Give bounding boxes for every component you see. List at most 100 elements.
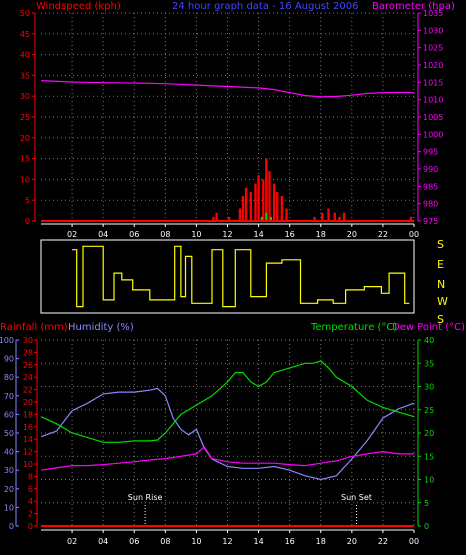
x-axis-tick-label: 06: [129, 537, 139, 546]
compass-label: E: [437, 258, 444, 271]
humidity-axis-tick-label: 100: [0, 336, 14, 345]
right-axis-tick-label: 1025: [423, 44, 443, 53]
humidity-line: [40, 387, 415, 481]
rainfall-axis-tick-label: 6: [28, 485, 33, 494]
humidity-axis-tick-label: 30: [4, 466, 14, 475]
humidity-axis-tick-label: 50: [4, 429, 14, 438]
rainfall-axis-tick-label: 30: [23, 336, 33, 345]
humidity-axis-tick-label: 0: [9, 522, 14, 531]
temp-humidity-panel: 0102030405060708090100024681012141618202…: [0, 336, 434, 546]
compass-label: W: [437, 295, 448, 308]
windspeed-bar: [327, 208, 330, 221]
x-axis-tick-label: 12: [222, 537, 232, 546]
x-axis-tick-label: 20: [347, 537, 357, 546]
windspeed-bar: [262, 179, 265, 221]
windspeed-bar: [212, 216, 215, 221]
barometer-line: [40, 80, 415, 98]
x-axis-tick-label: 18: [316, 230, 326, 239]
x-axis-tick-label: 04: [98, 230, 108, 239]
x-axis-tick-label: 00: [409, 537, 419, 546]
dewpoint-axis-label: Dew Point (°C): [392, 322, 465, 333]
x-axis-tick-label: 02: [67, 537, 77, 546]
x-axis-tick-label: 04: [98, 537, 108, 546]
windspeed-bar: [265, 158, 268, 221]
x-axis-tick-label: 08: [160, 230, 170, 239]
windspeed-bar: [227, 216, 231, 221]
compass-label: N: [437, 278, 445, 291]
temperature-axis-tick-label: 0: [424, 522, 429, 531]
x-axis-tick-label: 08: [160, 537, 170, 546]
windspeed-bar: [321, 212, 324, 221]
rainfall-axis-tick-label: 18: [23, 410, 33, 419]
left-axis-tick-label: 20: [20, 134, 30, 143]
temperature-c-line: [40, 360, 415, 443]
humidity-axis-tick-label: 80: [4, 373, 14, 382]
sunrise-label: Sun Rise: [128, 493, 163, 502]
windspeed-bar: [285, 208, 288, 221]
right-axis-tick-label: 1035: [423, 9, 443, 18]
humidity-axis-tick-label: 10: [4, 503, 14, 512]
x-axis-tick-label: 10: [191, 537, 201, 546]
right-axis-tick-label: 1000: [423, 130, 443, 139]
x-axis-tick-label: 22: [378, 230, 388, 239]
left-axis-tick-label: 15: [20, 155, 30, 164]
windspeed-bar: [268, 171, 271, 221]
windspeed-bar: [249, 191, 253, 221]
rainfall-axis-tick-label: 24: [23, 373, 33, 382]
x-axis-tick-label: 16: [285, 230, 295, 239]
x-axis-tick-label: 18: [316, 537, 326, 546]
x-axis-tick-label: 00: [409, 230, 419, 239]
humidity-axis-tick-label: 40: [4, 448, 14, 457]
rainfall-axis-tick-label: 12: [23, 448, 33, 457]
windspeed-bar: [338, 216, 341, 221]
rainfall-axis-label: Rainfall (mm): [0, 322, 68, 333]
left-axis-tick-label: 45: [20, 30, 30, 39]
left-axis-tick-label: 35: [20, 71, 30, 80]
right-axis-tick-label: 980: [423, 200, 438, 209]
rainfall-axis-tick-label: 28: [23, 348, 33, 357]
right-axis-tick-label: 990: [423, 165, 438, 174]
right-axis-tick-label: 975: [423, 217, 438, 226]
x-axis-tick-label: 14: [253, 537, 263, 546]
temperature-axis-tick-label: 5: [424, 499, 429, 508]
left-axis-tick-label: 40: [20, 51, 30, 60]
humidity-axis-tick-label: 20: [4, 485, 14, 494]
right-axis-tick-label: 995: [423, 148, 438, 157]
windspeed-bar: [313, 216, 316, 221]
left-axis-tick-label: 30: [20, 92, 30, 101]
x-axis-tick-label: 02: [67, 230, 77, 239]
rainfall-axis-tick-label: 2: [28, 510, 33, 519]
temperature-axis-tick-label: 35: [424, 359, 434, 368]
windspeed-bar: [241, 196, 245, 221]
x-axis-tick-label: 20: [347, 230, 357, 239]
rainfall-axis-tick-label: 22: [23, 386, 33, 395]
humidity-axis-label: Humidity (%): [68, 322, 134, 333]
x-axis-tick-label: 12: [222, 230, 232, 239]
left-axis-tick-label: 50: [20, 9, 30, 18]
rainfall-axis-tick-label: 8: [28, 472, 33, 481]
humidity-axis-tick-label: 70: [4, 392, 14, 401]
humidity-axis-tick-label: 60: [4, 410, 14, 419]
rainfall-axis-tick-label: 0: [28, 522, 33, 531]
x-axis-tick-label: 16: [285, 537, 295, 546]
windspeed-bar: [254, 183, 257, 221]
left-axis-tick-label: 5: [25, 196, 30, 205]
windspeed-bar: [409, 216, 413, 221]
left-axis-tick-label: 0: [25, 217, 30, 226]
sunset-label: Sun Set: [341, 493, 372, 502]
temperature-axis-label: Temperature (°C): [310, 322, 397, 333]
rainfall-axis-tick-label: 26: [23, 361, 33, 370]
left-axis-tick-label: 25: [20, 113, 30, 122]
direction-frame: [40, 239, 415, 314]
right-axis-tick-label: 1030: [423, 26, 443, 35]
temperature-axis-tick-label: 40: [424, 336, 434, 345]
barometer-axis-label: Barometer (hpa): [372, 1, 455, 12]
right-axis-tick-label: 1005: [423, 113, 443, 122]
windspeed-green-bar: [265, 212, 268, 221]
temperature-axis-tick-label: 20: [424, 429, 434, 438]
x-axis-tick-label: 06: [129, 230, 139, 239]
windspeed-green-bar: [270, 216, 273, 221]
windspeed-bar: [276, 191, 279, 221]
temperature-axis-tick-label: 25: [424, 406, 434, 415]
